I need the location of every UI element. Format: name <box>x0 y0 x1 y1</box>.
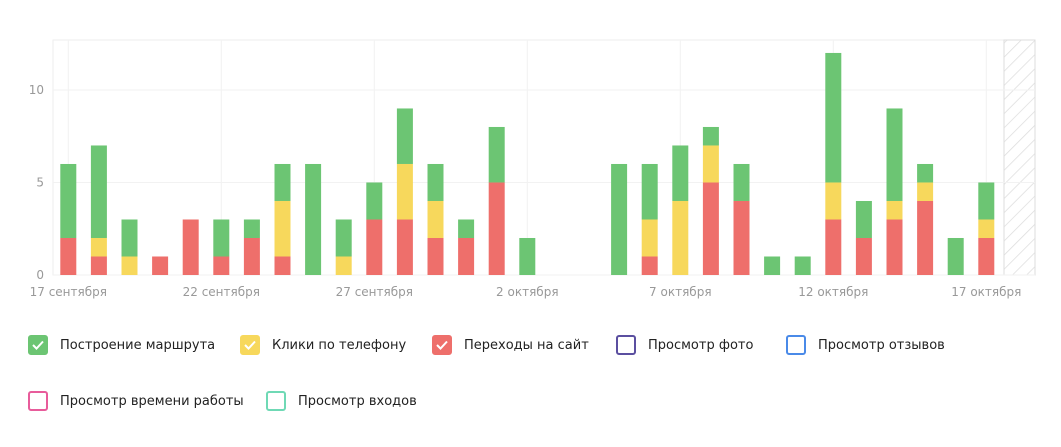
bar-segment <box>519 237 536 275</box>
legend-checkbox[interactable] <box>786 335 806 355</box>
bar-segment <box>60 237 77 275</box>
bar-segment <box>733 163 750 201</box>
legend-item[interactable]: Просмотр времени работы <box>28 391 244 411</box>
bar-segment <box>978 219 995 238</box>
bar-segment <box>243 219 260 238</box>
bar-segment <box>825 182 842 220</box>
bar-segment <box>702 126 719 146</box>
bar-segment <box>90 237 107 257</box>
bar-segment <box>274 256 291 275</box>
legend-checkbox[interactable] <box>28 391 48 411</box>
y-tick-label: 0 <box>36 268 44 282</box>
bar-segment <box>335 256 352 275</box>
bar-segment <box>366 182 383 220</box>
bar-segment <box>794 256 811 275</box>
y-tick-label: 5 <box>36 175 44 189</box>
legend-item[interactable]: Просмотр входов <box>266 391 417 411</box>
x-tick-label: 22 сентября <box>183 285 260 299</box>
x-tick-label: 2 октября <box>496 285 558 299</box>
bar-segment <box>611 163 628 275</box>
bar-segment <box>886 200 903 220</box>
x-tick-label: 17 октября <box>951 285 1021 299</box>
legend-label: Просмотр времени работы <box>60 393 244 409</box>
bar-segment <box>90 145 107 238</box>
chart: 0 5 10 17 сентября 22 сентября 27 сентября 2 о… <box>29 39 1036 299</box>
bar-segment <box>641 219 658 257</box>
bar-segment <box>274 200 291 257</box>
legend-label: Переходы на сайт <box>464 337 589 353</box>
bar-segment <box>641 256 658 275</box>
bar-segment <box>702 182 719 275</box>
legend-label: Клики по телефону <box>272 337 407 353</box>
bar-segment <box>427 237 444 275</box>
legend-checkbox[interactable] <box>616 335 636 355</box>
bar-segment <box>427 163 444 201</box>
bar-segment <box>488 126 505 183</box>
future-area <box>1003 39 1036 276</box>
x-tick-label: 17 сентября <box>30 285 107 299</box>
legend-checkbox[interactable] <box>266 391 286 411</box>
legend-checkbox[interactable] <box>28 335 48 355</box>
bar-segment <box>182 219 199 275</box>
bar-segment <box>243 237 260 275</box>
bar-segment <box>855 200 872 238</box>
legend-label: Построение маршрута <box>60 337 216 353</box>
bar-segment <box>458 237 475 275</box>
bar-segment <box>672 200 689 275</box>
bar-segment <box>702 145 719 183</box>
check-icon <box>436 340 448 350</box>
bar-segment <box>917 200 934 275</box>
legend-item[interactable]: Клики по телефону <box>240 335 406 355</box>
bar-segment <box>641 163 658 220</box>
bar-segment <box>917 182 934 201</box>
x-tick-label: 7 октября <box>649 285 711 299</box>
bar-segment <box>274 163 291 201</box>
bar-segment <box>213 256 230 275</box>
legend-checkbox[interactable] <box>432 335 452 355</box>
bar-segment <box>121 219 138 257</box>
bar-segment <box>825 219 842 275</box>
legend-item[interactable]: Просмотр фото <box>616 335 753 355</box>
bar-segment <box>213 219 230 257</box>
bar-segment <box>458 219 475 238</box>
bar-segment <box>335 219 352 257</box>
bar-segment <box>427 200 444 238</box>
bar-segment <box>978 182 995 220</box>
bar-segment <box>947 237 964 275</box>
y-tick-label: 10 <box>29 83 44 97</box>
bar-segment <box>825 52 842 183</box>
bar-segment <box>90 256 107 275</box>
x-tick-label: 12 октября <box>798 285 868 299</box>
legend-item[interactable]: Построение маршрута <box>28 335 215 355</box>
legend-label: Просмотр фото <box>648 337 754 353</box>
legend-label: Просмотр входов <box>298 393 417 409</box>
legend-label: Просмотр отзывов <box>818 337 945 353</box>
bar-segment <box>396 219 413 275</box>
bar-segment <box>60 163 77 238</box>
bar-segment <box>305 163 322 275</box>
check-icon <box>244 340 256 350</box>
bar-segment <box>488 182 505 275</box>
bar-segment <box>121 256 138 275</box>
legend-item[interactable]: Просмотр отзывов <box>786 335 945 355</box>
legend-item[interactable]: Переходы на сайт <box>432 335 589 355</box>
bar-segment <box>917 163 934 183</box>
bar-segment <box>855 237 872 275</box>
legend-checkbox[interactable] <box>240 335 260 355</box>
bar-segment <box>672 145 689 201</box>
bar-segment <box>733 200 750 275</box>
bar-segment <box>366 219 383 275</box>
bar-segment <box>886 219 903 275</box>
x-tick-label: 27 сентября <box>336 285 413 299</box>
bar-segment <box>886 108 903 201</box>
bar-segment <box>978 237 995 275</box>
bar-segment <box>396 163 413 220</box>
bar-segment <box>396 108 413 164</box>
bar-segment <box>152 256 169 275</box>
check-icon <box>32 340 44 350</box>
bar-segment <box>764 256 781 275</box>
